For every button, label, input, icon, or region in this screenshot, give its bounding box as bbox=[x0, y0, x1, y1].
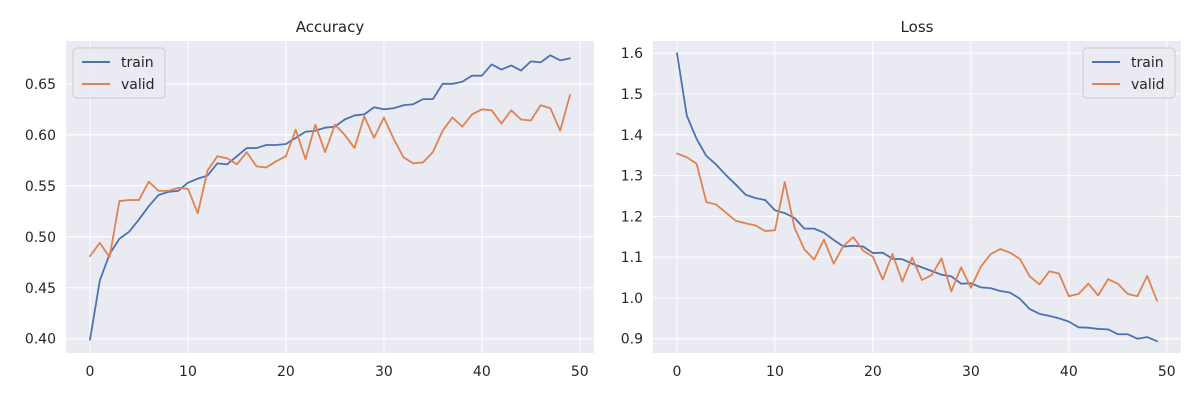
accuracy-train-line bbox=[89, 54, 571, 341]
accuracy-valid-line bbox=[89, 94, 571, 259]
accuracy-legend-box bbox=[72, 47, 166, 99]
accuracy-legend[interactable]: train valid bbox=[72, 47, 166, 99]
accuracy-legend-train-label: train bbox=[121, 55, 154, 71]
accuracy-y-tick-label: 0.50 bbox=[25, 230, 56, 246]
loss-title: Loss bbox=[901, 18, 934, 36]
accuracy-x-tick-label: 40 bbox=[473, 364, 491, 380]
loss-x-tick-label: 40 bbox=[1060, 364, 1078, 380]
accuracy-x-tick-label: 50 bbox=[571, 364, 589, 380]
loss-y-tick-label: 1.1 bbox=[621, 250, 643, 266]
loss-legend-train-label: train bbox=[1131, 55, 1164, 71]
accuracy-tick-labels: 0 10 20 30 40 50 0.40 0.45 0.50 0.55 0.60 0.65 bbox=[25, 77, 589, 380]
accuracy-x-tick-label: 0 bbox=[86, 364, 95, 380]
accuracy-panel: 0 10 20 30 40 50 0.40 0.45 0.50 0.55 0.60 0.65 Accu… bbox=[25, 18, 594, 380]
accuracy-title: Accuracy bbox=[296, 18, 365, 36]
accuracy-x-tick-label: 10 bbox=[179, 364, 197, 380]
loss-x-tick-label: 20 bbox=[864, 364, 882, 380]
loss-x-tick-label: 10 bbox=[766, 364, 784, 380]
loss-y-tick-label: 1.0 bbox=[621, 291, 643, 307]
loss-legend-valid-label: valid bbox=[1131, 77, 1165, 93]
loss-valid-line bbox=[676, 152, 1158, 302]
loss-y-tick-label: 0.9 bbox=[621, 332, 643, 348]
accuracy-x-tick-label: 20 bbox=[277, 364, 295, 380]
loss-x-tick-label: 30 bbox=[962, 364, 980, 380]
loss-legend[interactable]: train valid bbox=[1082, 47, 1176, 99]
loss-x-tick-label: 0 bbox=[673, 364, 682, 380]
accuracy-lines bbox=[89, 54, 571, 341]
accuracy-x-tick-label: 30 bbox=[375, 364, 393, 380]
loss-y-tick-label: 1.6 bbox=[621, 46, 643, 62]
loss-panel: 0 10 20 30 40 50 0.9 1.0 1.1 1.2 1.3 1.4 1.5 1.6 Loss… bbox=[621, 18, 1181, 380]
accuracy-y-tick-label: 0.40 bbox=[25, 332, 56, 348]
accuracy-y-tick-label: 0.60 bbox=[25, 128, 56, 144]
accuracy-grid bbox=[66, 41, 594, 353]
accuracy-y-tick-label: 0.45 bbox=[25, 281, 56, 297]
loss-y-tick-label: 1.4 bbox=[621, 128, 643, 144]
loss-train-line bbox=[676, 52, 1158, 343]
loss-legend-box bbox=[1082, 47, 1176, 99]
loss-y-tick-label: 1.3 bbox=[621, 169, 643, 185]
loss-x-tick-label: 50 bbox=[1158, 364, 1176, 380]
loss-tick-labels: 0 10 20 30 40 50 0.9 1.0 1.1 1.2 1.3 1.4 1.5 1.6 bbox=[621, 46, 1176, 380]
accuracy-y-tick-label: 0.55 bbox=[25, 179, 56, 195]
accuracy-legend-valid-label: valid bbox=[121, 77, 155, 93]
accuracy-y-tick-label: 0.65 bbox=[25, 77, 56, 93]
loss-y-tick-label: 1.2 bbox=[621, 209, 643, 225]
loss-lines bbox=[676, 52, 1158, 343]
loss-y-tick-label: 1.5 bbox=[621, 87, 643, 103]
